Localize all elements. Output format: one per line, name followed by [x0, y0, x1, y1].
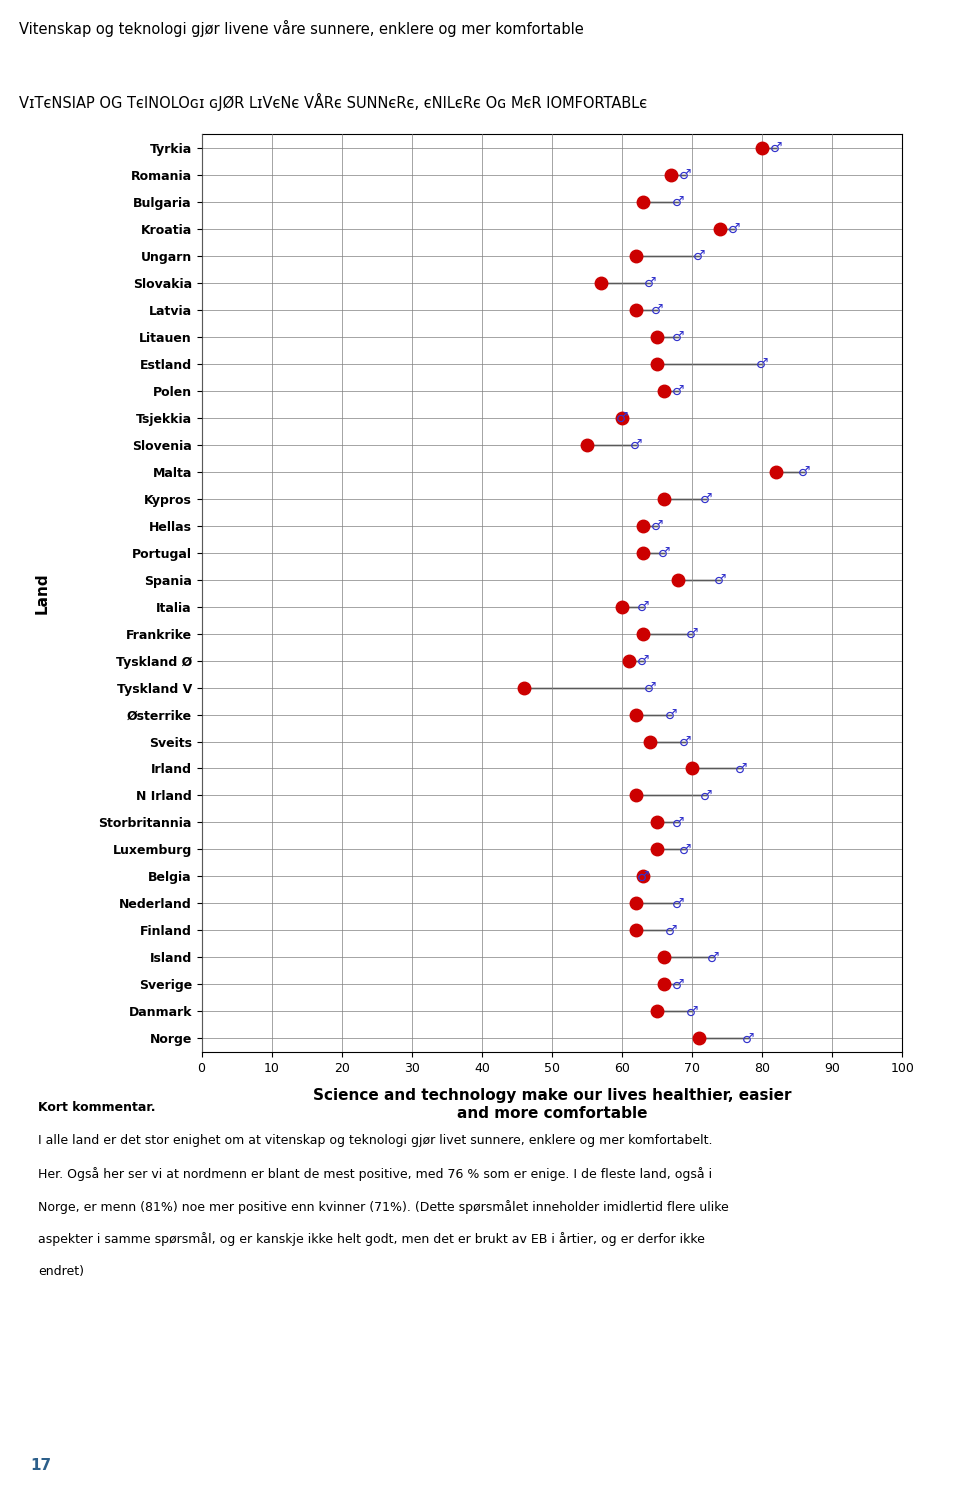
Text: ♂: ♂ [707, 950, 719, 964]
Text: ♂: ♂ [700, 491, 712, 506]
Text: aspekter i samme spørsmål, og er kanskje ikke helt godt, men det er brukt av EB : aspekter i samme spørsmål, og er kanskje… [38, 1232, 706, 1246]
Text: ♂: ♂ [679, 167, 691, 182]
Text: ♂: ♂ [742, 1031, 755, 1046]
Text: ♂: ♂ [615, 410, 629, 425]
Text: Vitenskap og teknologi gjør livene våre sunnere, enklere og mer komfortable: Vitenskap og teknologi gjør livene våre … [19, 21, 584, 37]
Text: ♂: ♂ [672, 816, 684, 830]
Text: ♂: ♂ [700, 788, 712, 803]
Bar [10, 1443, 72, 1488]
Text: Her. Også her ser vi at nordmenn er blant de mest positive, med 76 % som er enig: Her. Også her ser vi at nordmenn er blan… [38, 1167, 712, 1180]
Text: ♂: ♂ [728, 222, 740, 236]
Text: ♂: ♂ [672, 330, 684, 343]
Text: ♂: ♂ [651, 303, 663, 316]
Text: ♂: ♂ [644, 276, 657, 289]
X-axis label: Science and technology make our lives healthier, easier
and more comfortable: Science and technology make our lives he… [313, 1089, 791, 1120]
Text: ♂: ♂ [630, 437, 642, 452]
Text: ♂: ♂ [665, 924, 678, 937]
Text: Svein Sjøberg: Analyse av Eurobarometer 2010,  Del 2: Datagrunnlag: Svein Sjøberg: Analyse av Eurobarometer … [300, 1459, 736, 1471]
Text: ♂: ♂ [672, 897, 684, 910]
Text: ♂: ♂ [756, 357, 769, 370]
Text: ♂: ♂ [672, 195, 684, 209]
Text: ♂: ♂ [672, 977, 684, 991]
Text: Norge, er menn (81%) noe mer positive enn kvinner (71%). (Dette spørsmålet inneh: Norge, er menn (81%) noe mer positive en… [38, 1200, 730, 1213]
Text: ♂: ♂ [679, 843, 691, 856]
Text: 17: 17 [31, 1458, 52, 1473]
Text: ♂: ♂ [714, 573, 727, 586]
Text: ♂: ♂ [644, 680, 657, 695]
Text: ♂: ♂ [636, 870, 649, 883]
Text: ♂: ♂ [658, 546, 670, 560]
Text: ♂: ♂ [770, 140, 782, 155]
Text: ♂: ♂ [679, 734, 691, 749]
Text: ♂: ♂ [798, 464, 810, 479]
Text: ♂: ♂ [685, 627, 699, 640]
Text: ♂: ♂ [672, 383, 684, 398]
Text: ♂: ♂ [693, 249, 706, 263]
Text: ♂: ♂ [636, 600, 649, 613]
Y-axis label: Land: Land [35, 573, 50, 613]
Text: ♂: ♂ [685, 1004, 699, 1019]
Text: I alle land er det stor enighet om at vitenskap og teknologi gjør livet sunnere,: I alle land er det stor enighet om at vi… [38, 1134, 713, 1147]
Text: ♂: ♂ [636, 653, 649, 667]
Text: ♂: ♂ [665, 707, 678, 722]
Text: ♂: ♂ [735, 761, 748, 776]
Text: ♂: ♂ [651, 519, 663, 533]
Text: endret): endret) [38, 1265, 84, 1279]
Text: Kort kommentar.: Kort kommentar. [38, 1101, 156, 1115]
Text: VɪTєNSӀAP OG TєӀNOLOɢɪ ɢJØR LɪVєNє VÅRє SUNNєRє, єNӀLєRє Oɢ MєR ӀOMFORTABLє: VɪTєNSӀAP OG TєӀNOLOɢɪ ɢJØR LɪVєNє VÅRє … [19, 93, 647, 110]
